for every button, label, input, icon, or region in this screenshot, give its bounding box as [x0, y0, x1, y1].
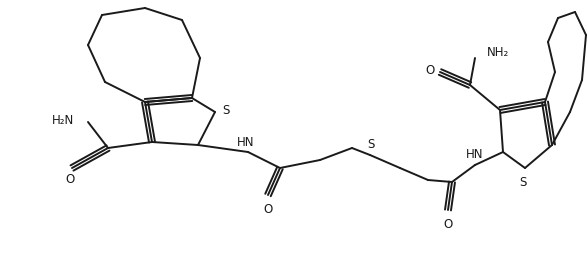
Text: S: S — [519, 176, 527, 189]
Text: NH₂: NH₂ — [487, 47, 509, 60]
Text: HN: HN — [237, 135, 255, 148]
Text: H₂N: H₂N — [52, 114, 74, 127]
Text: O: O — [65, 173, 75, 186]
Text: O: O — [263, 203, 273, 216]
Text: O: O — [443, 218, 453, 231]
Text: S: S — [222, 103, 229, 117]
Text: O: O — [426, 64, 435, 77]
Text: S: S — [368, 139, 375, 152]
Text: HN: HN — [466, 148, 484, 161]
